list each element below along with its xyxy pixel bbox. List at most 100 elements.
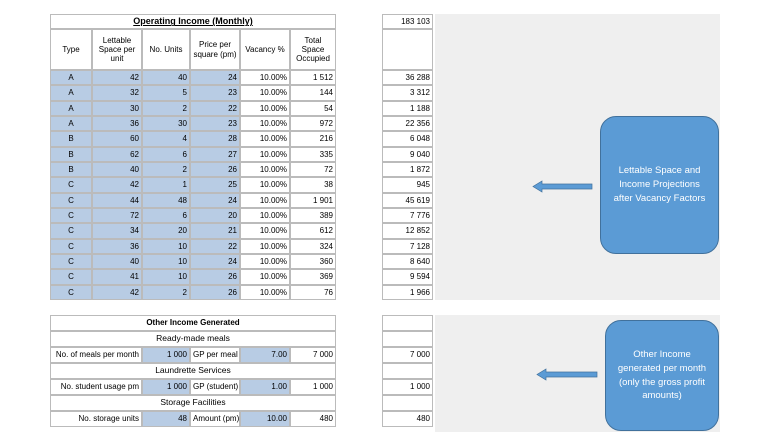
empty-cell (382, 315, 433, 331)
income-total: 7 000 (382, 347, 433, 363)
table-cell: 7.00 (240, 347, 290, 363)
table-cell: 44 (92, 192, 142, 208)
table-cell: 21 (190, 223, 240, 239)
table-cell: 10.00% (240, 238, 290, 254)
table-cell: 28 (190, 131, 240, 147)
income-total: 480 (382, 411, 433, 427)
empty-cell (382, 363, 433, 379)
table-cell: 10.00% (240, 177, 290, 193)
table-cell: 72 (290, 161, 336, 178)
table-cell: 1 000 (290, 379, 336, 395)
table-cell: No. of meals per month (50, 347, 142, 363)
table-cell: 41 (92, 269, 142, 285)
table-cell: C (50, 223, 92, 239)
table-cell: C (50, 177, 92, 193)
table-cell: 324 (290, 238, 336, 254)
table-cell: 40 (92, 253, 142, 270)
arrow (532, 180, 593, 193)
table-cell: No. student usage pm (50, 379, 142, 395)
table-cell: 23 (190, 85, 240, 101)
projected-income: 1 966 (382, 284, 433, 300)
projected-income: 22 356 (382, 115, 433, 132)
projected-income: 1 872 (382, 161, 433, 178)
table-cell: 10.00% (240, 115, 290, 132)
table-cell: 10 (142, 269, 190, 285)
table-cell: 24 (190, 192, 240, 208)
table-cell: 40 (142, 70, 190, 86)
table-cell: 10.00 (240, 411, 290, 427)
empty-cell (382, 331, 433, 347)
table-cell: 972 (290, 115, 336, 132)
column-header: Vacancy % (240, 29, 290, 70)
table-cell: 10.00% (240, 85, 290, 101)
table-cell: 34 (92, 223, 142, 239)
empty-cell (382, 29, 433, 70)
table-cell: 30 (142, 115, 190, 132)
table-cell: 36 (92, 238, 142, 254)
empty-cell (382, 395, 433, 411)
table-cell: 10.00% (240, 269, 290, 285)
table-cell: 42 (92, 284, 142, 300)
table-cell: 10.00% (240, 100, 290, 116)
table-cell: 1 000 (142, 379, 190, 395)
table-cell: 30 (92, 100, 142, 116)
table-cell: 360 (290, 253, 336, 270)
projected-income: 45 619 (382, 192, 433, 208)
table-cell: 144 (290, 85, 336, 101)
table-cell: 216 (290, 131, 336, 147)
table-cell: 20 (190, 207, 240, 224)
table-cell: 32 (92, 85, 142, 101)
income-total: 1 000 (382, 379, 433, 395)
table-cell: 7 000 (290, 347, 336, 363)
table-cell: 40 (92, 161, 142, 178)
table-cell: 10.00% (240, 70, 290, 86)
column-header: Price per square (pm) (190, 29, 240, 70)
table-cell: C (50, 192, 92, 208)
table-cell: 26 (190, 284, 240, 300)
table-cell: 23 (190, 115, 240, 132)
section-title: Laundrette Services (50, 363, 336, 379)
table-cell: GP (student) (190, 379, 240, 395)
table-cell: 27 (190, 146, 240, 162)
column-header: Lettable Space per unit (92, 29, 142, 70)
table-cell: 1 512 (290, 70, 336, 86)
table-cell: 62 (92, 146, 142, 162)
projected-income: 3 312 (382, 85, 433, 101)
table-cell: 10 (142, 253, 190, 270)
table-cell: B (50, 131, 92, 147)
table-cell: B (50, 161, 92, 178)
table-cell: 1.00 (240, 379, 290, 395)
table-cell: 42 (92, 177, 142, 193)
table-cell: 1 (142, 177, 190, 193)
table-cell: 10 (142, 238, 190, 254)
projected-income: 1 188 (382, 100, 433, 116)
column-header: Total Space Occupied (290, 29, 336, 70)
table-cell: 2 (142, 100, 190, 116)
table-cell: 369 (290, 269, 336, 285)
table-cell: 48 (142, 192, 190, 208)
table-cell: 38 (290, 177, 336, 193)
table-title: Other Income Generated (50, 315, 336, 331)
table-cell: A (50, 85, 92, 101)
table-cell: 10.00% (240, 223, 290, 239)
table-cell: 54 (290, 100, 336, 116)
table-cell: 25 (190, 177, 240, 193)
callout: Lettable Space and Income Projections af… (600, 116, 719, 254)
table-cell: 20 (142, 223, 190, 239)
table-cell: C (50, 207, 92, 224)
table-cell: 72 (92, 207, 142, 224)
table-cell: 10.00% (240, 207, 290, 224)
table-cell: C (50, 284, 92, 300)
table-cell: No. storage units (50, 411, 142, 427)
table-cell: 22 (190, 100, 240, 116)
table-cell: 76 (290, 284, 336, 300)
table-cell: 24 (190, 253, 240, 270)
column-header: Type (50, 29, 92, 70)
projected-income: 9 594 (382, 269, 433, 285)
table-cell: 335 (290, 146, 336, 162)
table-cell: 10.00% (240, 192, 290, 208)
table-cell: 24 (190, 70, 240, 86)
table-cell: A (50, 100, 92, 116)
table-title: Operating Income (Monthly) (50, 14, 336, 29)
